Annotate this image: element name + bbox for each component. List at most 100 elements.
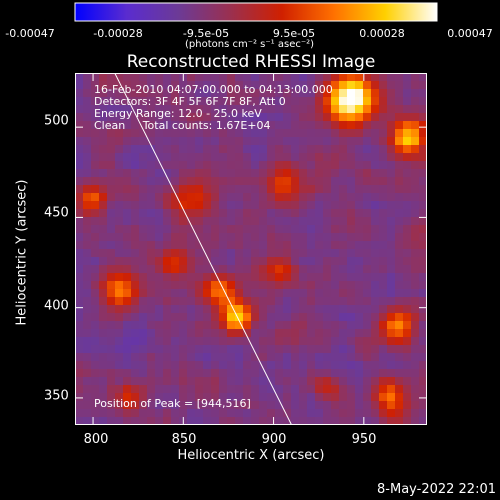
heatmap-cell: [355, 169, 364, 178]
heatmap-cell: [363, 417, 372, 425]
heatmap-cell: [91, 241, 100, 250]
heatmap-cell: [403, 401, 412, 410]
heatmap-cell: [395, 233, 404, 242]
heatmap-cell: [267, 105, 276, 114]
heatmap-cell: [163, 193, 172, 202]
heatmap-cell: [107, 289, 116, 298]
heatmap-cell: [179, 369, 188, 378]
heatmap-cell: [139, 129, 148, 138]
heatmap-cell: [403, 329, 412, 338]
heatmap-cell: [171, 145, 180, 154]
heatmap-cell: [243, 121, 252, 130]
heatmap-cell: [115, 393, 124, 402]
heatmap-cell: [163, 177, 172, 186]
heatmap-cell: [395, 377, 404, 386]
heatmap-cell: [163, 385, 172, 394]
heatmap-cell: [339, 377, 348, 386]
heatmap-cell: [379, 345, 388, 354]
heatmap-cell: [315, 73, 324, 82]
heatmap-cell: [83, 353, 92, 362]
heatmap-cell: [347, 265, 356, 274]
heatmap-cell: [187, 161, 196, 170]
heatmap-cell: [235, 289, 244, 298]
heatmap-cell: [315, 249, 324, 258]
heatmap-cell: [147, 217, 156, 226]
heatmap-cell: [163, 313, 172, 322]
heatmap-cell: [147, 361, 156, 370]
heatmap-cell: [83, 201, 92, 210]
heatmap-cell: [363, 345, 372, 354]
heatmap-cell: [315, 369, 324, 378]
heatmap-cell: [419, 233, 427, 242]
heatmap-cell: [371, 305, 380, 314]
heatmap-cell: [227, 337, 236, 346]
heatmap-cell: [115, 313, 124, 322]
heatmap-cell: [339, 393, 348, 402]
heatmap-cell: [195, 105, 204, 114]
heatmap-cell: [259, 377, 268, 386]
heatmap-cell: [195, 233, 204, 242]
heatmap-cell: [299, 169, 308, 178]
heatmap-cell: [243, 281, 252, 290]
heatmap-cell: [363, 121, 372, 130]
heatmap-cell: [243, 233, 252, 242]
heatmap-cell: [99, 353, 108, 362]
heatmap-cell: [259, 97, 268, 106]
heatmap-cell: [139, 209, 148, 218]
heatmap-cell: [155, 377, 164, 386]
heatmap-cell: [259, 121, 268, 130]
heatmap-cell: [275, 145, 284, 154]
heatmap-cell: [331, 73, 340, 82]
heatmap-cell: [331, 249, 340, 258]
heatmap-cell: [275, 281, 284, 290]
heatmap-cell: [187, 201, 196, 210]
heatmap-cell: [75, 377, 84, 386]
heatmap-cell: [267, 353, 276, 362]
heatmap-cell: [323, 177, 332, 186]
heatmap-cell: [347, 297, 356, 306]
heatmap-cell: [275, 297, 284, 306]
heatmap-cell: [387, 361, 396, 370]
heatmap-cell: [387, 265, 396, 274]
heatmap-cell: [227, 361, 236, 370]
heatmap-cell: [211, 249, 220, 258]
heatmap-cell: [187, 153, 196, 162]
heatmap-cell: [91, 89, 100, 98]
heatmap-cell: [355, 273, 364, 282]
heatmap-cell: [107, 345, 116, 354]
heatmap-cell: [83, 217, 92, 226]
heatmap-cell: [411, 345, 420, 354]
heatmap-cell: [83, 361, 92, 370]
heatmap-cell: [147, 73, 156, 82]
heatmap-cell: [163, 113, 172, 122]
heatmap-cell: [323, 225, 332, 234]
heatmap-cell: [139, 289, 148, 298]
heatmap-cell: [243, 73, 252, 82]
heatmap-cell: [123, 201, 132, 210]
heatmap-cell: [195, 385, 204, 394]
heatmap-cell: [307, 369, 316, 378]
heatmap-cell: [123, 273, 132, 282]
heatmap-cell: [387, 369, 396, 378]
heatmap-cell: [275, 121, 284, 130]
heatmap-cell: [291, 89, 300, 98]
heatmap-cell: [395, 177, 404, 186]
heatmap-cell: [227, 289, 236, 298]
heatmap-cell: [251, 225, 260, 234]
heatmap-cell: [211, 257, 220, 266]
heatmap-cell: [227, 257, 236, 266]
colorbar-tick-label: -9.5e-05: [182, 27, 230, 40]
heatmap-cell: [243, 345, 252, 354]
heatmap-cell: [267, 137, 276, 146]
heatmap-cell: [387, 209, 396, 218]
heatmap-cell: [411, 225, 420, 234]
heatmap-cell: [395, 361, 404, 370]
heatmap-cell: [195, 377, 204, 386]
heatmap-cell: [299, 417, 308, 425]
heatmap-cell: [123, 257, 132, 266]
heatmap-cell: [307, 305, 316, 314]
heatmap-cell: [267, 393, 276, 402]
heatmap-cell: [315, 97, 324, 106]
heatmap-cell: [315, 145, 324, 154]
heatmap-cell: [219, 289, 228, 298]
